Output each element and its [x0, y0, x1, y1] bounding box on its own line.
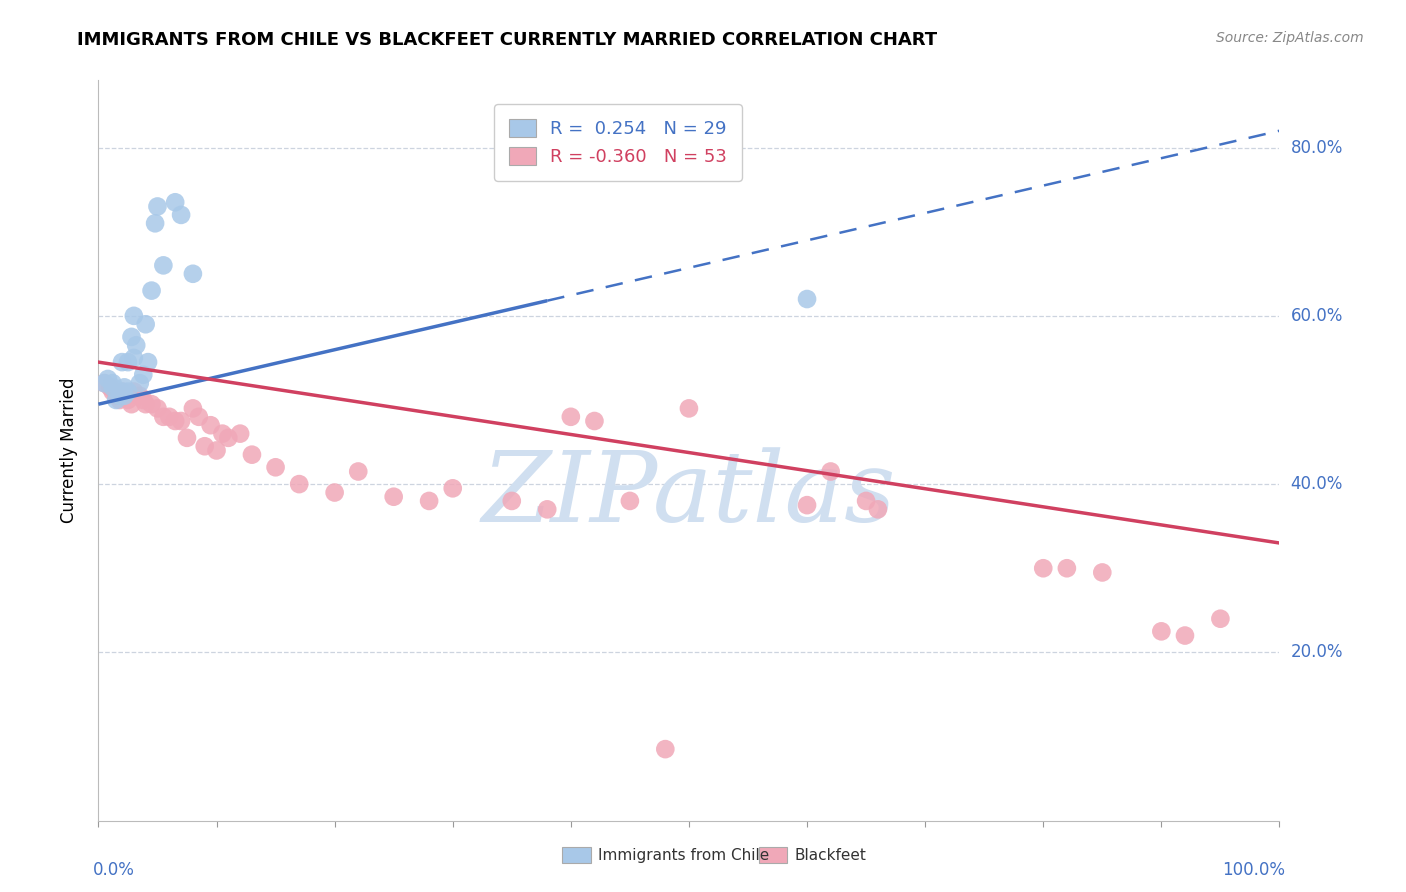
Point	[108, 392, 131, 407]
Point	[536, 502, 558, 516]
Point	[93, 376, 115, 391]
Point	[105, 392, 128, 407]
Point	[796, 292, 818, 306]
Point	[820, 465, 842, 479]
Point	[211, 426, 233, 441]
Point	[217, 431, 239, 445]
Point	[121, 330, 143, 344]
Point	[112, 380, 135, 394]
Point	[583, 414, 606, 428]
Point	[176, 431, 198, 445]
Point	[1209, 612, 1232, 626]
Point	[229, 426, 252, 441]
Point	[143, 216, 166, 230]
Point	[108, 389, 131, 403]
Text: 80.0%: 80.0%	[1291, 138, 1343, 157]
Point	[382, 490, 405, 504]
Point	[654, 742, 676, 756]
Point	[855, 494, 877, 508]
Point	[122, 384, 145, 399]
Point	[187, 409, 209, 424]
Y-axis label: Currently Married: Currently Married	[59, 377, 77, 524]
Text: IMMIGRANTS FROM CHILE VS BLACKFEET CURRENTLY MARRIED CORRELATION CHART: IMMIGRANTS FROM CHILE VS BLACKFEET CURRE…	[77, 31, 938, 49]
Point	[1091, 566, 1114, 580]
Text: Source: ZipAtlas.com: Source: ZipAtlas.com	[1216, 31, 1364, 45]
Point	[181, 267, 204, 281]
Point	[560, 409, 582, 424]
Point	[136, 355, 159, 369]
Text: 100.0%: 100.0%	[1222, 862, 1285, 880]
Point	[117, 384, 139, 399]
Point	[323, 485, 346, 500]
Text: Blackfeet: Blackfeet	[794, 848, 866, 863]
Point	[112, 389, 135, 403]
Point	[141, 284, 163, 298]
Point	[866, 502, 889, 516]
Point	[181, 401, 204, 416]
Point	[1032, 561, 1054, 575]
Point	[170, 414, 193, 428]
Point	[141, 397, 163, 411]
Point	[441, 481, 464, 495]
Point	[200, 418, 222, 433]
Point	[152, 258, 174, 272]
Text: 40.0%: 40.0%	[1291, 475, 1343, 493]
Text: Immigrants from Chile: Immigrants from Chile	[598, 848, 769, 863]
Point	[128, 376, 150, 391]
Legend: R =  0.254   N = 29, R = -0.360   N = 53: R = 0.254 N = 29, R = -0.360 N = 53	[495, 104, 742, 181]
Point	[101, 384, 124, 399]
Point	[165, 195, 187, 210]
Point	[128, 389, 150, 403]
Point	[501, 494, 523, 508]
Point	[170, 208, 193, 222]
Text: 20.0%: 20.0%	[1291, 643, 1343, 661]
Point	[264, 460, 287, 475]
Text: 60.0%: 60.0%	[1291, 307, 1343, 325]
Point	[135, 318, 157, 332]
Point	[101, 376, 124, 391]
Point	[157, 409, 180, 424]
Point	[678, 401, 700, 416]
Point	[108, 384, 131, 399]
Point	[194, 439, 217, 453]
Point	[135, 397, 157, 411]
Point	[117, 392, 139, 407]
Text: 0.0%: 0.0%	[93, 862, 135, 880]
Point	[111, 355, 134, 369]
Point	[98, 380, 121, 394]
Point	[205, 443, 228, 458]
Point	[122, 309, 145, 323]
Point	[125, 338, 148, 352]
Point	[121, 397, 143, 411]
Point	[132, 368, 155, 382]
Point	[146, 199, 169, 213]
Point	[152, 409, 174, 424]
Point	[93, 376, 115, 391]
Point	[101, 380, 124, 394]
Point	[240, 448, 263, 462]
Point	[111, 384, 134, 399]
Point	[418, 494, 440, 508]
Point	[105, 389, 128, 403]
Point	[146, 401, 169, 416]
Point	[1150, 624, 1173, 639]
Point	[619, 494, 641, 508]
Point	[122, 351, 145, 365]
Text: ZIPatlas: ZIPatlas	[482, 447, 896, 542]
Point	[347, 465, 370, 479]
Point	[288, 477, 311, 491]
Point	[796, 498, 818, 512]
Point	[132, 392, 155, 407]
Point	[117, 355, 139, 369]
Point	[97, 372, 120, 386]
Point	[1174, 628, 1197, 642]
Point	[111, 384, 134, 399]
Point	[112, 389, 135, 403]
Point	[1056, 561, 1078, 575]
Point	[165, 414, 187, 428]
